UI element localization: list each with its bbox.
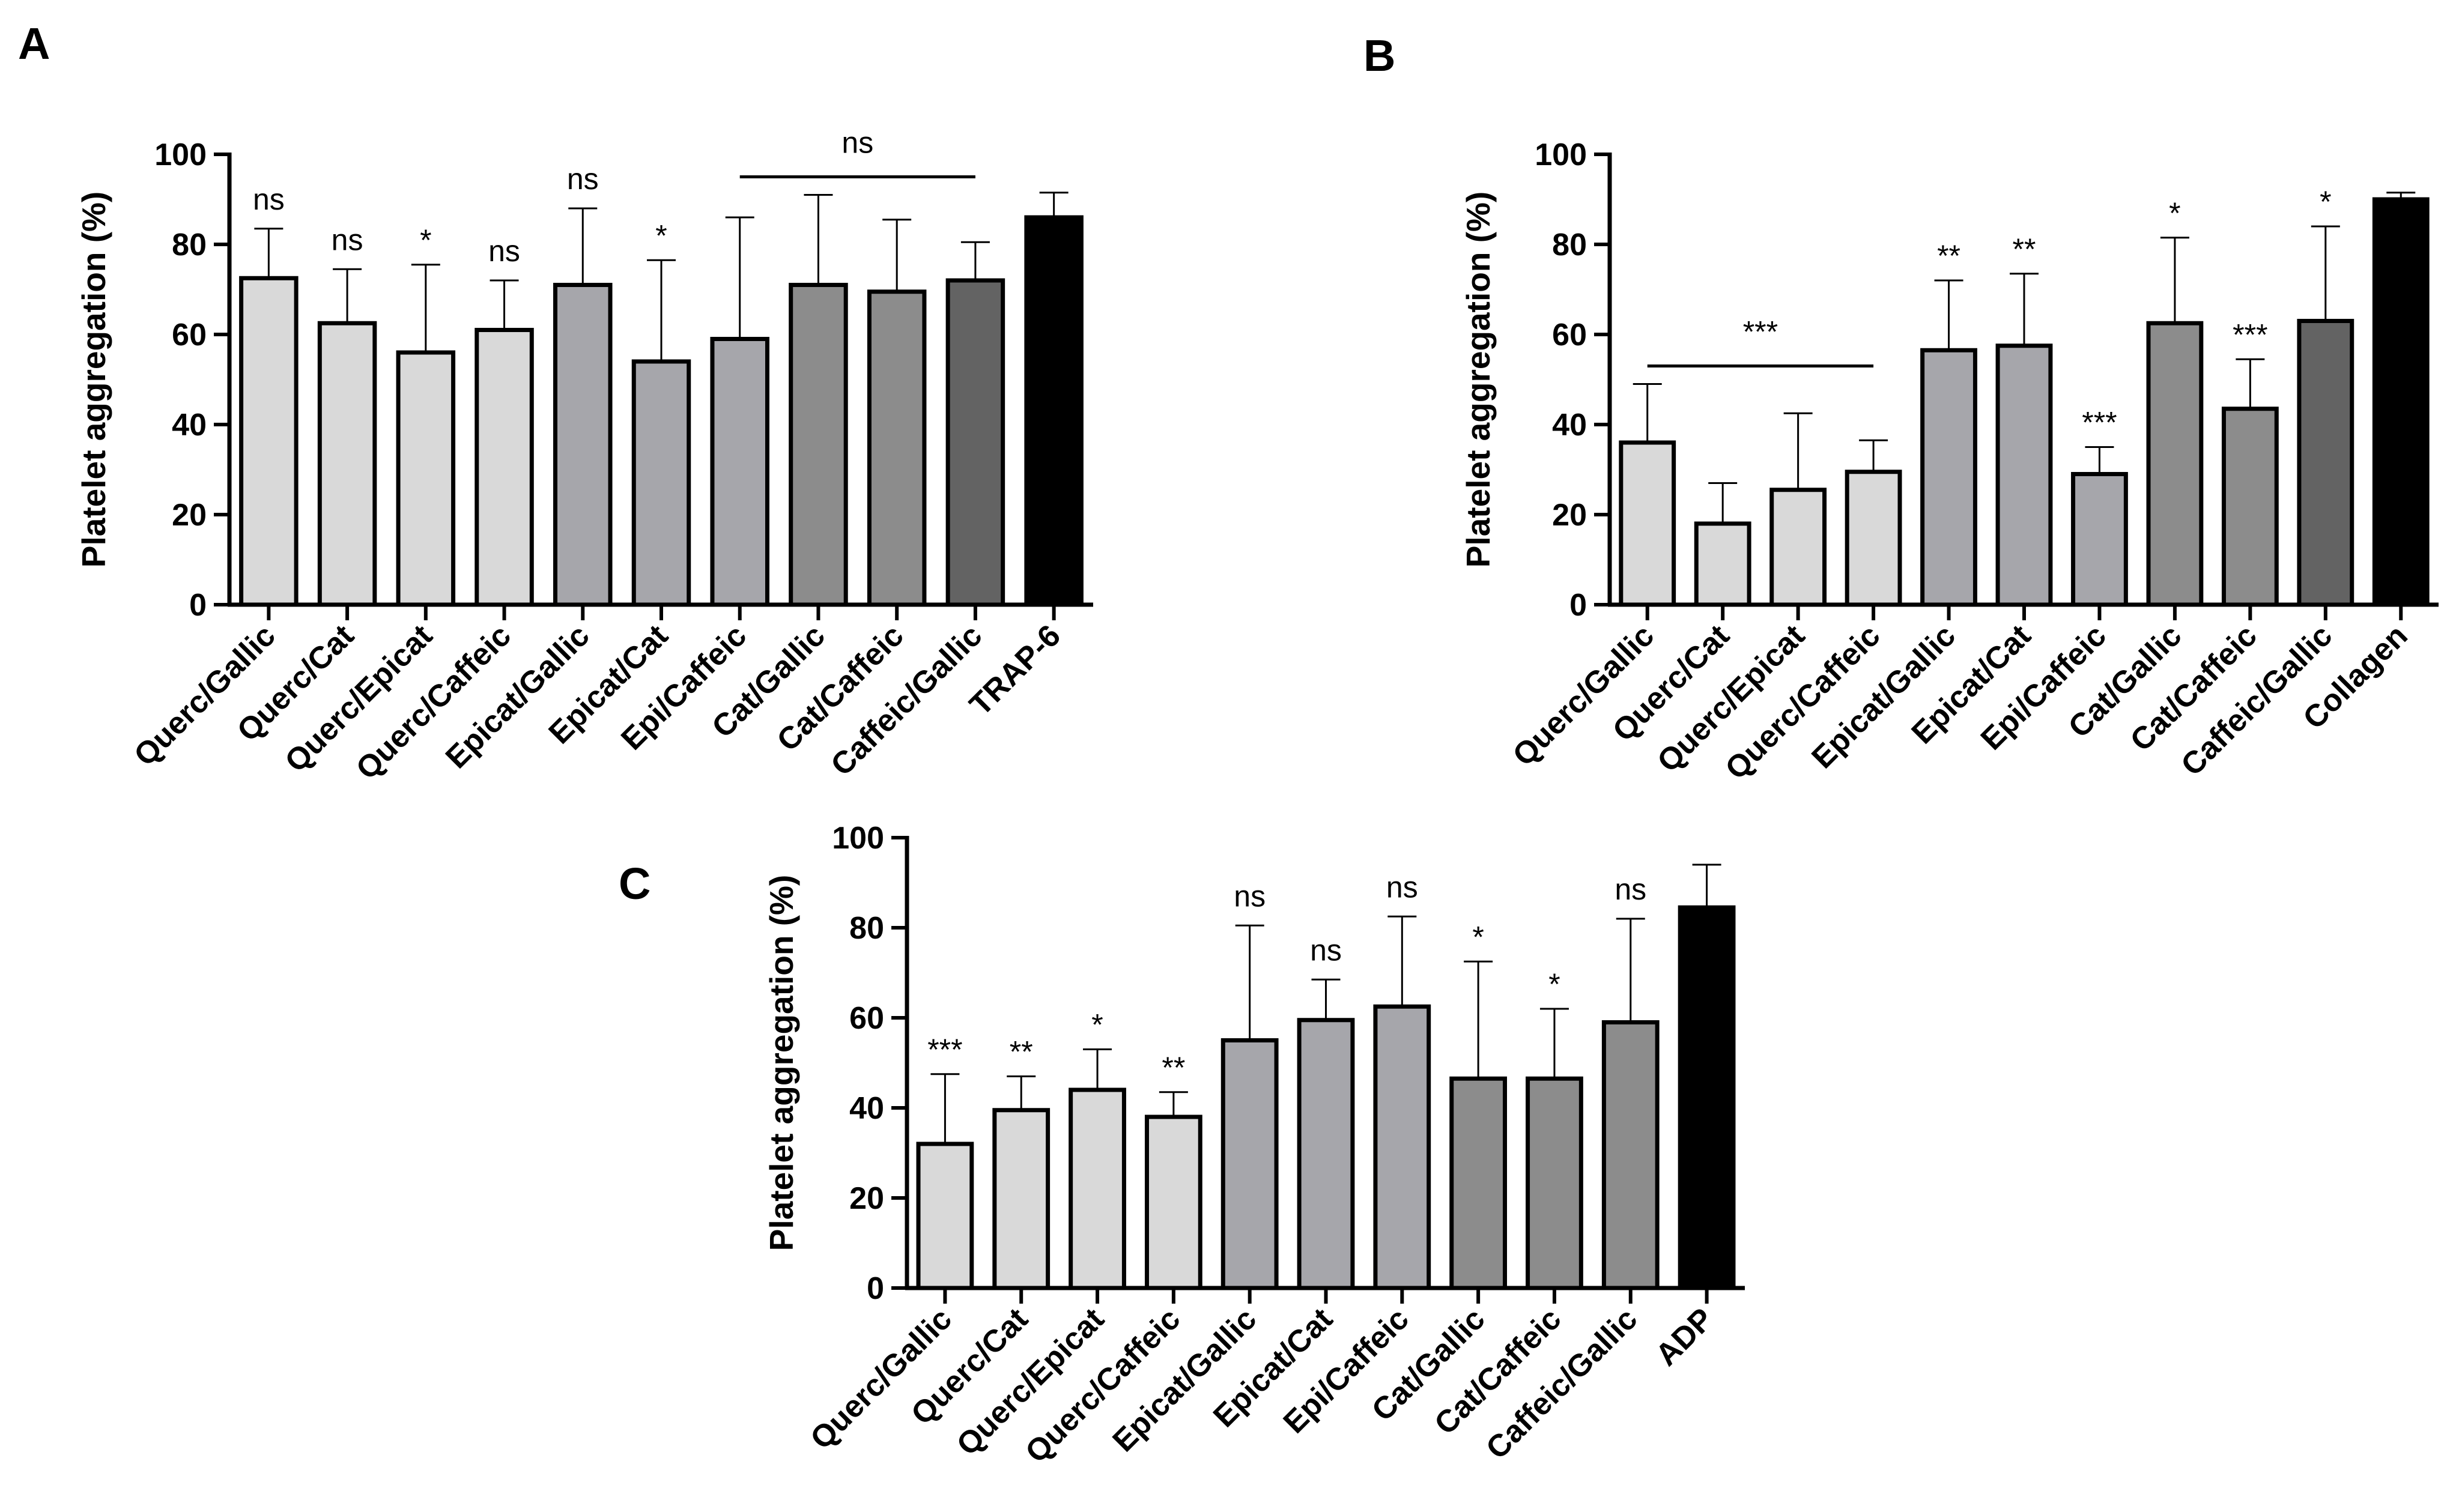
chart-panel-c: C Platelet aggregation (%)020406080100Que… [619,821,1745,1470]
bar [1449,1076,1508,1290]
bar [710,337,769,607]
bar [1144,1114,1202,1290]
significance-label: * [1472,920,1484,954]
bar [1373,1004,1431,1290]
significance-label: * [2320,185,2331,219]
significance-label: * [420,223,431,257]
significance-label: ns [567,162,599,196]
panel-letter: A [18,19,50,68]
bar [1601,1020,1660,1290]
bar [867,289,927,607]
y-tick-label: 40 [849,1091,884,1126]
y-tick-label: 80 [849,911,884,946]
significance-label: *** [927,1033,962,1066]
bar [1678,905,1736,1290]
bar [1220,1038,1279,1290]
bar [1297,1018,1355,1290]
bar [2297,319,2354,607]
significance-label: * [2169,196,2180,230]
bar [789,283,848,607]
bar [2146,321,2204,607]
y-tick-label: 60 [849,1001,884,1036]
y-tick-label: 80 [1552,228,1587,262]
y-tick-label: 100 [154,138,207,172]
bar [1069,1087,1126,1290]
bar [945,278,1005,607]
bar [1526,1076,1583,1290]
y-tick-label: 20 [172,498,207,533]
significance-label: ** [1937,239,1960,273]
y-tick-label: 40 [1552,408,1587,443]
y-tick-label: 0 [867,1271,884,1306]
significance-label: ns [1234,879,1266,913]
y-tick-label: 40 [172,408,207,443]
y-axis-title: Platelet aggregation (%) [75,192,112,567]
significance-label: ** [1010,1035,1033,1069]
bar [1769,488,1827,607]
bar [1845,470,1902,607]
bar [475,328,534,607]
bar [1024,215,1084,607]
significance-label: ns [1615,872,1646,906]
y-tick-label: 0 [189,588,207,623]
panel-letter: B [1363,31,1395,80]
bar [1694,521,1751,607]
significance-label: ns [253,183,285,216]
y-tick-label: 60 [1552,318,1587,352]
y-tick-label: 100 [832,821,884,856]
y-axis-title: Platelet aggregation (%) [763,875,800,1251]
bar [317,321,377,607]
bar [1995,343,2053,607]
significance-label: ns [1386,870,1418,904]
x-tick-label: ADP [1649,1301,1720,1373]
significance-label: * [655,219,667,252]
y-tick-label: 80 [172,228,207,262]
significance-label: ns [332,223,363,256]
bar [631,359,691,607]
bar [396,350,456,607]
significance-label: ** [2013,232,2036,266]
bar [2221,407,2279,607]
panel-letter: C [619,859,650,909]
y-tick-label: 100 [1535,138,1587,172]
significance-label: *** [2082,406,2117,440]
bar [1920,348,1977,607]
bar [992,1108,1051,1290]
bar [2071,472,2128,607]
bar [1619,440,1676,607]
bar [916,1142,974,1290]
bar [2372,197,2430,607]
bar [239,276,299,607]
significance-label: * [1548,967,1560,1001]
bar [553,283,613,607]
significance-label: ns [488,234,520,268]
group-significance-label: ns [841,126,873,160]
significance-label: * [1091,1008,1103,1042]
y-tick-label: 20 [1552,498,1587,533]
significance-label: *** [2233,318,2267,351]
y-tick-label: 0 [1569,588,1587,623]
significance-label: ** [1162,1051,1185,1084]
y-tick-label: 20 [849,1181,884,1216]
y-tick-label: 60 [172,318,207,352]
y-axis-title: Platelet aggregation (%) [1460,192,1497,567]
group-significance-label: *** [1743,315,1778,349]
significance-label: ns [1310,933,1342,967]
